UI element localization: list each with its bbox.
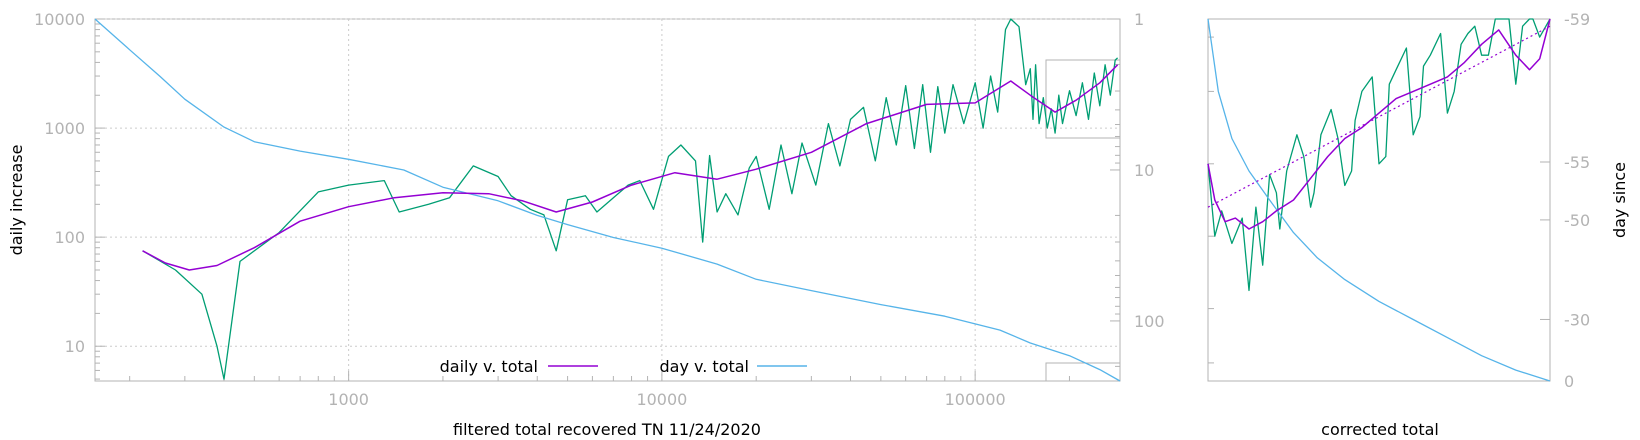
main-plot-frame bbox=[94, 18, 1121, 382]
inset-plot-frame bbox=[1207, 18, 1551, 382]
zoom-box-upper bbox=[1045, 59, 1121, 139]
y-tick-label: 100 bbox=[54, 228, 85, 247]
inset-y2-axis-title: day since bbox=[1610, 162, 1629, 238]
y2-tick-label: 100 bbox=[1134, 312, 1165, 331]
inset-y2-tick-label: -55 bbox=[1564, 153, 1590, 172]
legend-label-day: day v. total bbox=[660, 357, 750, 376]
y-tick-label: 10 bbox=[65, 337, 85, 356]
inset-y2-tick-label: 0 bbox=[1564, 372, 1574, 391]
inset-series-smooth bbox=[1207, 18, 1551, 230]
inset-series-fit bbox=[1207, 25, 1551, 208]
y2-tick-label: 10 bbox=[1134, 161, 1154, 180]
x-tick-label: 100000 bbox=[945, 390, 1006, 409]
series-daily-raw bbox=[142, 18, 1119, 380]
x-tick-label: 10000 bbox=[636, 390, 687, 409]
y-tick-label: 1000 bbox=[44, 119, 85, 138]
y2-tick-label: 1 bbox=[1134, 10, 1144, 29]
legend: daily v. total day v. total bbox=[440, 357, 807, 376]
zoom-box-lower bbox=[1045, 362, 1121, 382]
legend-label-daily: daily v. total bbox=[440, 357, 538, 376]
inset-x-axis-title: corrected total bbox=[1321, 420, 1439, 439]
inset-series-daily-raw bbox=[1207, 18, 1551, 292]
main-x-axis-title: filtered total recovered TN 11/24/2020 bbox=[453, 420, 761, 439]
y-tick-label: 10000 bbox=[34, 10, 85, 29]
inset-y2-tick-label: -59 bbox=[1564, 10, 1590, 29]
series-daily-v-total bbox=[142, 64, 1119, 271]
inset-y2-tick-label: -30 bbox=[1564, 310, 1590, 329]
series-day-v-total bbox=[94, 18, 1121, 382]
main-y-axis-title: daily increase bbox=[7, 145, 26, 256]
x-tick-label: 1000 bbox=[328, 390, 369, 409]
inset-y2-tick-label: -50 bbox=[1564, 211, 1590, 230]
inset-series-day bbox=[1207, 18, 1551, 382]
